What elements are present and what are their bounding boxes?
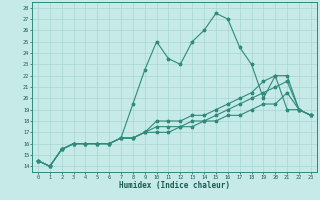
X-axis label: Humidex (Indice chaleur): Humidex (Indice chaleur) [119, 181, 230, 190]
